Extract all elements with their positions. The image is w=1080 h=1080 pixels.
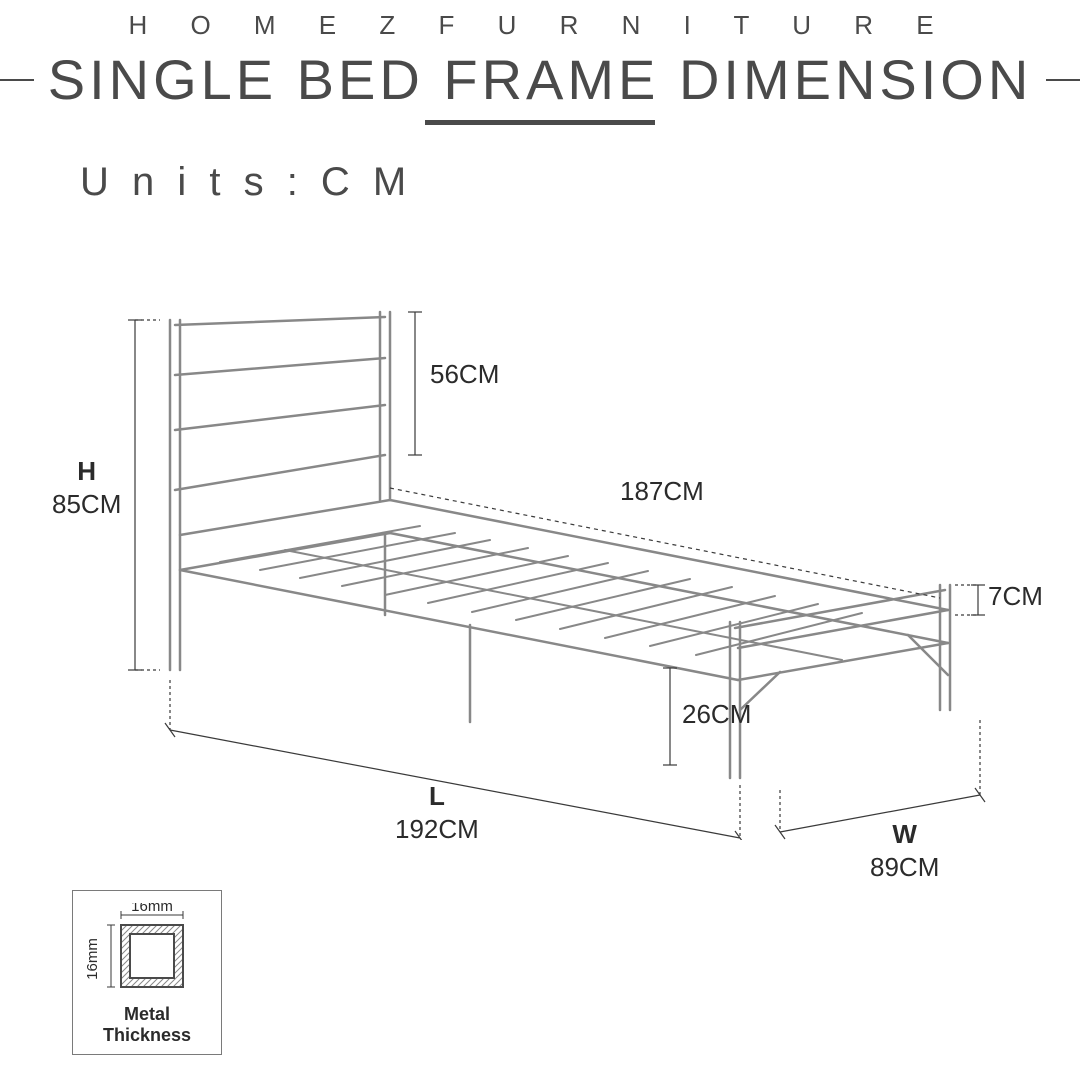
thickness-caption: Metal Thickness bbox=[83, 1004, 211, 1046]
title-rule-left bbox=[0, 79, 34, 81]
brand-text: H O M E Z F U R N I T U R E bbox=[0, 10, 1080, 41]
title-row: SINGLE BED FRAME DIMENSION bbox=[0, 47, 1080, 112]
dim-width-letter: W bbox=[892, 819, 917, 849]
dim-footboard: 7CM bbox=[988, 580, 1043, 613]
dim-width: W 89CM bbox=[870, 818, 939, 883]
thickness-svg: 16mm 16mm bbox=[87, 903, 207, 998]
dim-height-value: 85CM bbox=[52, 489, 121, 519]
dim-length-value: 192CM bbox=[395, 814, 479, 844]
thickness-h: 16mm bbox=[87, 938, 101, 980]
dim-length-letter: L bbox=[429, 781, 445, 811]
metal-thickness-box: 16mm 16mm Metal Thickness bbox=[72, 890, 222, 1055]
units-label: U n i t s : C M bbox=[80, 160, 412, 205]
header: H O M E Z F U R N I T U R E SINGLE BED F… bbox=[0, 10, 1080, 125]
dim-headboard: 56CM bbox=[430, 358, 499, 391]
thickness-w: 16mm bbox=[131, 903, 173, 915]
dim-width-value: 89CM bbox=[870, 852, 939, 882]
page-title: SINGLE BED FRAME DIMENSION bbox=[34, 47, 1047, 112]
dim-height: H 85CM bbox=[52, 455, 121, 520]
title-rule-right bbox=[1046, 79, 1080, 81]
bed-diagram: H 85CM 56CM 187CM 7CM 26CM L 192CM W 89C… bbox=[80, 280, 1000, 840]
dim-height-letter: H bbox=[77, 456, 96, 486]
title-underline bbox=[425, 120, 655, 125]
dim-clearance: 26CM bbox=[682, 698, 751, 731]
dim-length: L 192CM bbox=[395, 780, 479, 845]
bed-svg bbox=[80, 280, 1000, 840]
dim-inner-length: 187CM bbox=[620, 475, 704, 508]
